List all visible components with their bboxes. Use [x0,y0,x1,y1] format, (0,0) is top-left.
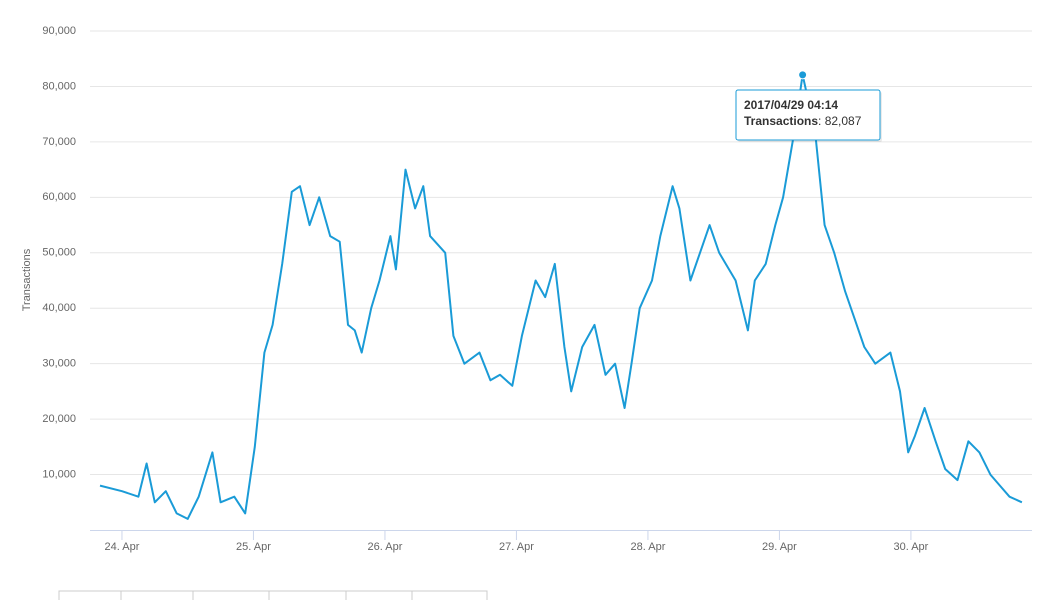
x-tick-label: 29. Apr [762,541,797,553]
series-line [99,73,1023,520]
x-tick-label: 30. Apr [893,541,928,553]
y-tick-label: 90,000 [42,25,76,37]
y-tick-label: 80,000 [42,80,76,92]
y-tick-label: 20,000 [42,413,76,425]
tooltip: 2017/04/29 04:14 Transactions: 82,087 [735,89,882,142]
x-tick-label: 27. Apr [499,541,534,553]
range-button-bar[interactable] [58,590,488,600]
y-tick-label: 60,000 [42,191,76,203]
x-tick-label: 28. Apr [631,541,666,553]
y-tick-label: 30,000 [42,358,76,370]
range-buttons [58,590,488,600]
y-tick-label: 40,000 [42,302,76,314]
y-tick-label: 50,000 [42,247,76,259]
x-tick-label: 24. Apr [105,541,140,553]
tooltip-value: 82,087 [825,114,862,128]
tooltip-title: 2017/04/29 04:14 [744,98,838,112]
y-tick-label: 70,000 [42,136,76,148]
tooltip-value-line: Transactions: 82,087 [744,114,862,128]
tooltip-box [735,89,881,141]
hover-marker [798,70,808,80]
y-tick-label: 10,000 [42,468,76,480]
tooltip-series-name: Transactions [744,114,818,128]
x-tick-label: 25. Apr [236,541,271,553]
y-axis-title: Transactions [21,248,33,311]
x-tick-label: 26. Apr [368,541,403,553]
